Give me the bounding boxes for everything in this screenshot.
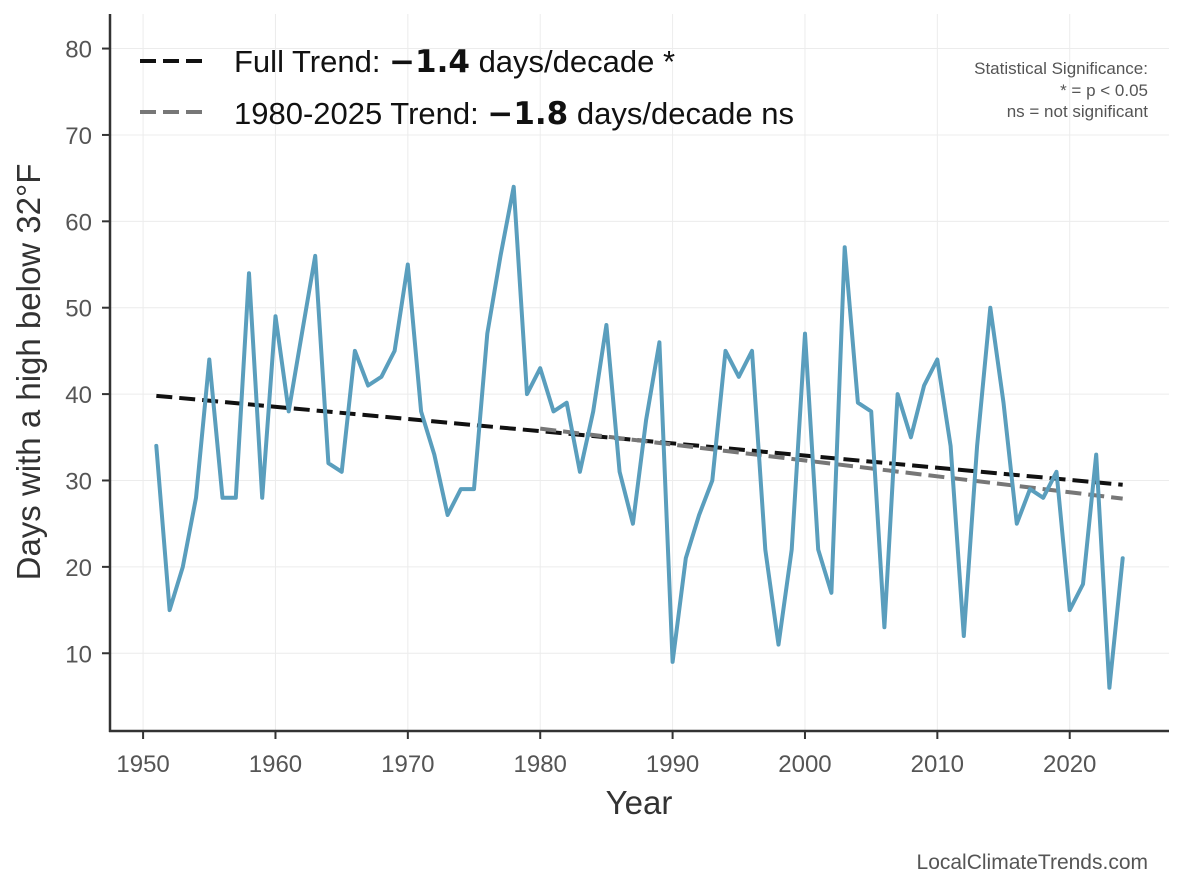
significance-line-2: * = p < 0.05 (1060, 81, 1148, 100)
y-tick-label: 70 (65, 123, 92, 150)
legend-recent-trend-value: −1.8 (487, 96, 568, 132)
legend-full-trend-suffix: days/decade * (470, 44, 675, 79)
legend-label-recent-trend: 1980-2025 Trend: −1.8 days/decade ns (234, 96, 794, 132)
x-tick-label: 2010 (911, 751, 964, 778)
x-tick-label: 1950 (116, 751, 169, 778)
source-credit: LocalClimateTrends.com (917, 851, 1148, 874)
significance-line-1: Statistical Significance: (974, 59, 1148, 78)
significance-note: Statistical Significance: * = p < 0.05 n… (974, 59, 1148, 121)
series (154, 184, 1125, 690)
ticks: 1950 1960 1970 1980 1990 2000 2010 2020 10 20 30 40… (65, 37, 1096, 778)
legend: Full Trend: −1.4 days/decade * 1980-2025… (140, 44, 794, 132)
legend-full-trend-value: −1.4 (389, 44, 470, 80)
x-tick-label: 2020 (1043, 751, 1096, 778)
y-tick-label: 40 (65, 382, 92, 409)
y-tick-label: 20 (65, 555, 92, 582)
y-tick-label: 60 (65, 209, 92, 236)
x-tick-label: 2000 (778, 751, 831, 778)
y-tick-label: 10 (65, 641, 92, 668)
axes (108, 14, 1169, 733)
x-tick-label: 1990 (646, 751, 699, 778)
x-tick-label: 1980 (514, 751, 567, 778)
legend-recent-trend-suffix: days/decade ns (568, 96, 794, 131)
legend-label-full-trend: Full Trend: −1.4 days/decade * (234, 44, 675, 80)
y-tick-label: 80 (65, 37, 92, 64)
y-tick-label: 30 (65, 468, 92, 495)
y-axis-title: Days with a high below 32°F (10, 164, 47, 581)
significance-line-3: ns = not significant (1007, 102, 1149, 121)
x-axis-title: Year (606, 784, 673, 821)
recent-trend-line (539, 426, 1123, 501)
x-tick-label: 1970 (381, 751, 434, 778)
legend-recent-trend-prefix: 1980-2025 Trend: (234, 96, 487, 131)
trend-lines (156, 393, 1123, 501)
legend-full-trend-prefix: Full Trend: (234, 44, 389, 79)
series-line (154, 184, 1125, 690)
x-tick-label: 1960 (249, 751, 302, 778)
y-tick-label: 50 (65, 296, 92, 323)
